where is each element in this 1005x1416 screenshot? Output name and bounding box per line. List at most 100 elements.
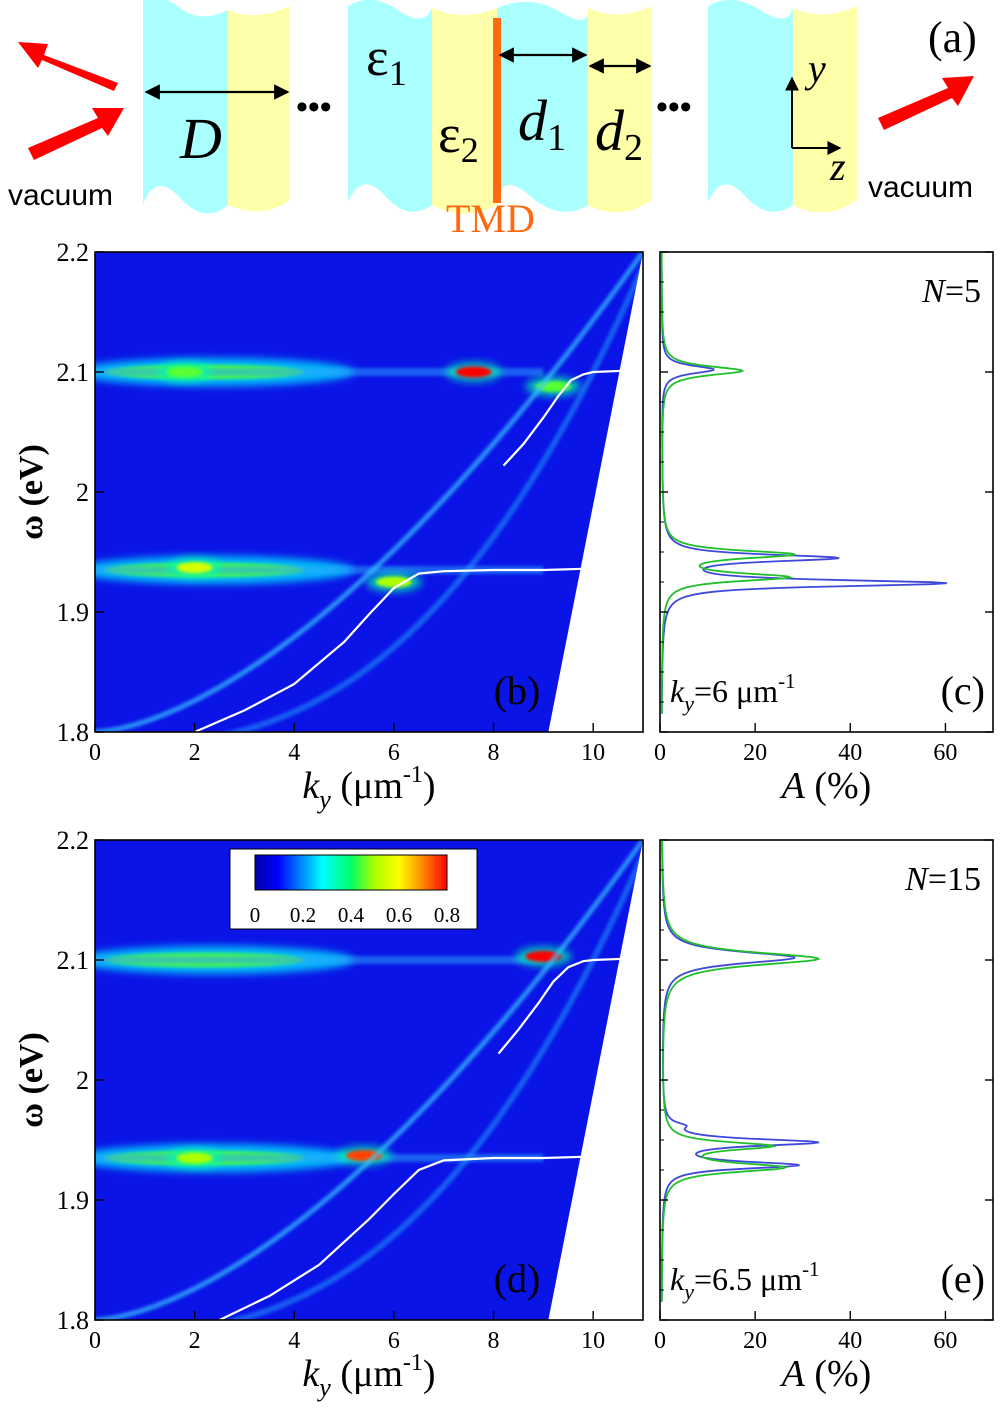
y-tick-label: 2.1 [57, 946, 90, 975]
colorbar-tick-label: 0.4 [338, 903, 365, 927]
polariton-branch-upper [497, 957, 624, 1055]
absorption-c: 0 20 40 60 N=5 ky=6 μm-1 (c) A (%) [654, 251, 994, 807]
x-label-unit-open: (μm [331, 765, 403, 807]
eps2-label: ε2 [438, 104, 479, 170]
y-axis-label: ω (eV) [13, 1032, 50, 1128]
y-tick-label: 2.2 [57, 826, 90, 855]
eps1-symbol: ε [366, 27, 389, 87]
x-label-unit: (%) [805, 765, 871, 807]
layer-eps2 [228, 6, 290, 212]
photonic-mode-line [95, 853, 643, 1320]
axis-z-label: z [829, 144, 846, 189]
x-label-sub: y [316, 1373, 331, 1402]
d1-sub: 1 [547, 117, 566, 159]
polariton-branch-upper [502, 369, 624, 467]
plot-frame [659, 251, 994, 733]
x-tick-label: 10 [581, 1328, 605, 1354]
x-label-unit-sup: -1 [403, 762, 423, 788]
d2-sub: 2 [624, 127, 643, 169]
polariton-branch-lower [219, 1155, 584, 1321]
x-tick-label: 6 [388, 1328, 400, 1354]
axis-y-label: y [804, 46, 826, 91]
y-tick-label: 2 [76, 478, 89, 507]
y-tick-label: 2.1 [57, 358, 90, 387]
annotation-value: =15 [928, 861, 981, 898]
ky-sub: y [682, 1279, 694, 1304]
y-tick-label: 2.2 [57, 238, 90, 267]
eps2-symbol: ε [438, 104, 461, 164]
colorbar-tick-label: 0.8 [434, 903, 460, 927]
ellipsis-1: ••• [296, 89, 332, 126]
heatmap-background [95, 252, 643, 732]
x-tick-label: 4 [288, 740, 300, 766]
exciton-line [95, 1154, 544, 1162]
plot-frame [659, 839, 994, 1321]
x-label-unit-open: (μm [331, 1353, 403, 1395]
tmd-label: TMD [446, 196, 535, 241]
transmitted-arrow [878, 76, 974, 130]
hot-spot [176, 1152, 213, 1164]
x-tick-label: 60 [933, 1328, 957, 1354]
x-label-unit-close: ) [423, 765, 436, 807]
photonic-mode-line [95, 265, 643, 732]
x-tick-label: 2 [189, 1328, 201, 1354]
eps1-sub: 1 [389, 53, 407, 93]
annotation-value: =5 [945, 273, 981, 310]
layer-eps2 [588, 6, 652, 213]
x-tick-label: 60 [933, 740, 957, 766]
exciton-line [95, 956, 544, 964]
ky-sup: -1 [802, 1257, 820, 1281]
y-axis-label: ω (eV) [13, 444, 50, 540]
y-tick-label: 1.9 [57, 598, 90, 627]
hot-spot [176, 562, 213, 574]
hot-spot [166, 366, 203, 378]
photonic-mode-line [95, 252, 643, 732]
ky-annotation: ky=6.5 μm-1 [670, 1257, 820, 1304]
photonic-mode-line [95, 840, 643, 1320]
reflected-arrow [18, 42, 118, 91]
panel-label-d: (d) [494, 1256, 541, 1301]
heatmap-d: 0 2 4 6 8 10 1.8 1.9 2 2.1 2.2 ω (eV) ky (μm-1) (d) 0 0… [13, 826, 644, 1402]
x-tick-label: 8 [488, 1328, 500, 1354]
absorption-line-green [660, 252, 796, 714]
heatmap-field [95, 252, 643, 732]
annotation-symbol: N [904, 861, 930, 898]
absorption-line-green [660, 840, 821, 1302]
x-tick-label: 40 [838, 1328, 862, 1354]
ky-symbol: k [670, 1261, 685, 1297]
period-symbol: D [179, 106, 222, 171]
layer-eps1 [143, 0, 228, 214]
x-label-symbol: A [779, 765, 806, 807]
colorbar-tick-label: 0.6 [386, 903, 412, 927]
y-tick-label: 1.8 [57, 1306, 90, 1335]
ky-symbol: k [670, 673, 685, 709]
x-tick-label: 6 [388, 740, 400, 766]
heatmap-field [95, 840, 643, 1320]
d1-symbol: d [518, 88, 548, 153]
heatmap-b: 0 2 4 6 8 10 1.8 1.9 2 2.1 2.2 ω (eV) ky (μm-1) (b) [13, 238, 644, 814]
layer-eps1 [708, 0, 793, 212]
x-tick-label: 20 [743, 1328, 767, 1354]
x-label-sub: y [316, 785, 331, 814]
y-tick-label: 2 [76, 1066, 89, 1095]
annotation-N: N=5 [921, 273, 981, 310]
ky-sub: y [682, 691, 694, 716]
x-tick-label: 20 [743, 740, 767, 766]
panel-label-b: (b) [494, 668, 541, 713]
colorbar-tick-label: 0 [250, 903, 261, 927]
layer-stack [143, 0, 857, 214]
y-tick-label: 1.8 [57, 718, 90, 747]
x-tick-label: 2 [189, 740, 201, 766]
x-axis-label: ky (μm-1) [302, 762, 435, 814]
exciton-line [95, 566, 544, 574]
x-label-unit-sup: -1 [403, 1350, 423, 1376]
colorbar-tick-label: 0.2 [290, 903, 316, 927]
x-label-symbol: A [779, 1353, 806, 1395]
y-tick-label: 1.9 [57, 1186, 90, 1215]
absorption-e: 0 20 40 60 N=15 ky=6.5 μm-1 (e) A (%) [654, 839, 994, 1395]
x-tick-label: 0 [89, 1328, 101, 1354]
incident-arrow [28, 108, 124, 160]
layer-eps1 [348, 0, 432, 212]
x-axis-label: A (%) [779, 1353, 872, 1395]
